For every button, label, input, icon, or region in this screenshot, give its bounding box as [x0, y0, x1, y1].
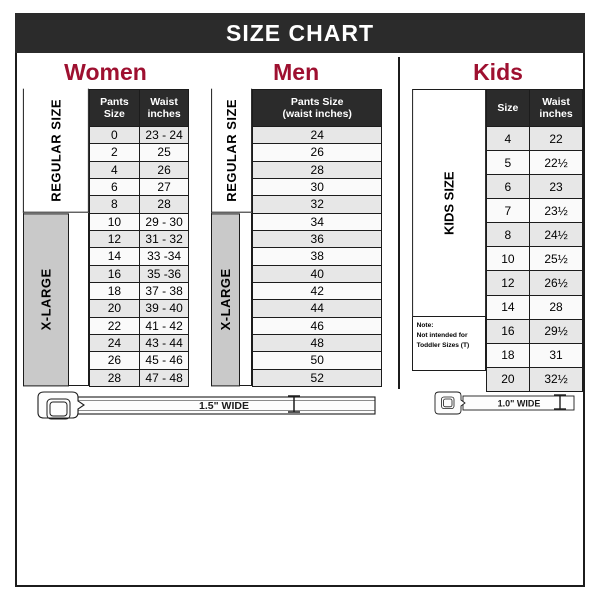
svg-text:1.0" WIDE: 1.0" WIDE: [498, 399, 541, 409]
svg-text:1.5" WIDE: 1.5" WIDE: [199, 400, 249, 412]
